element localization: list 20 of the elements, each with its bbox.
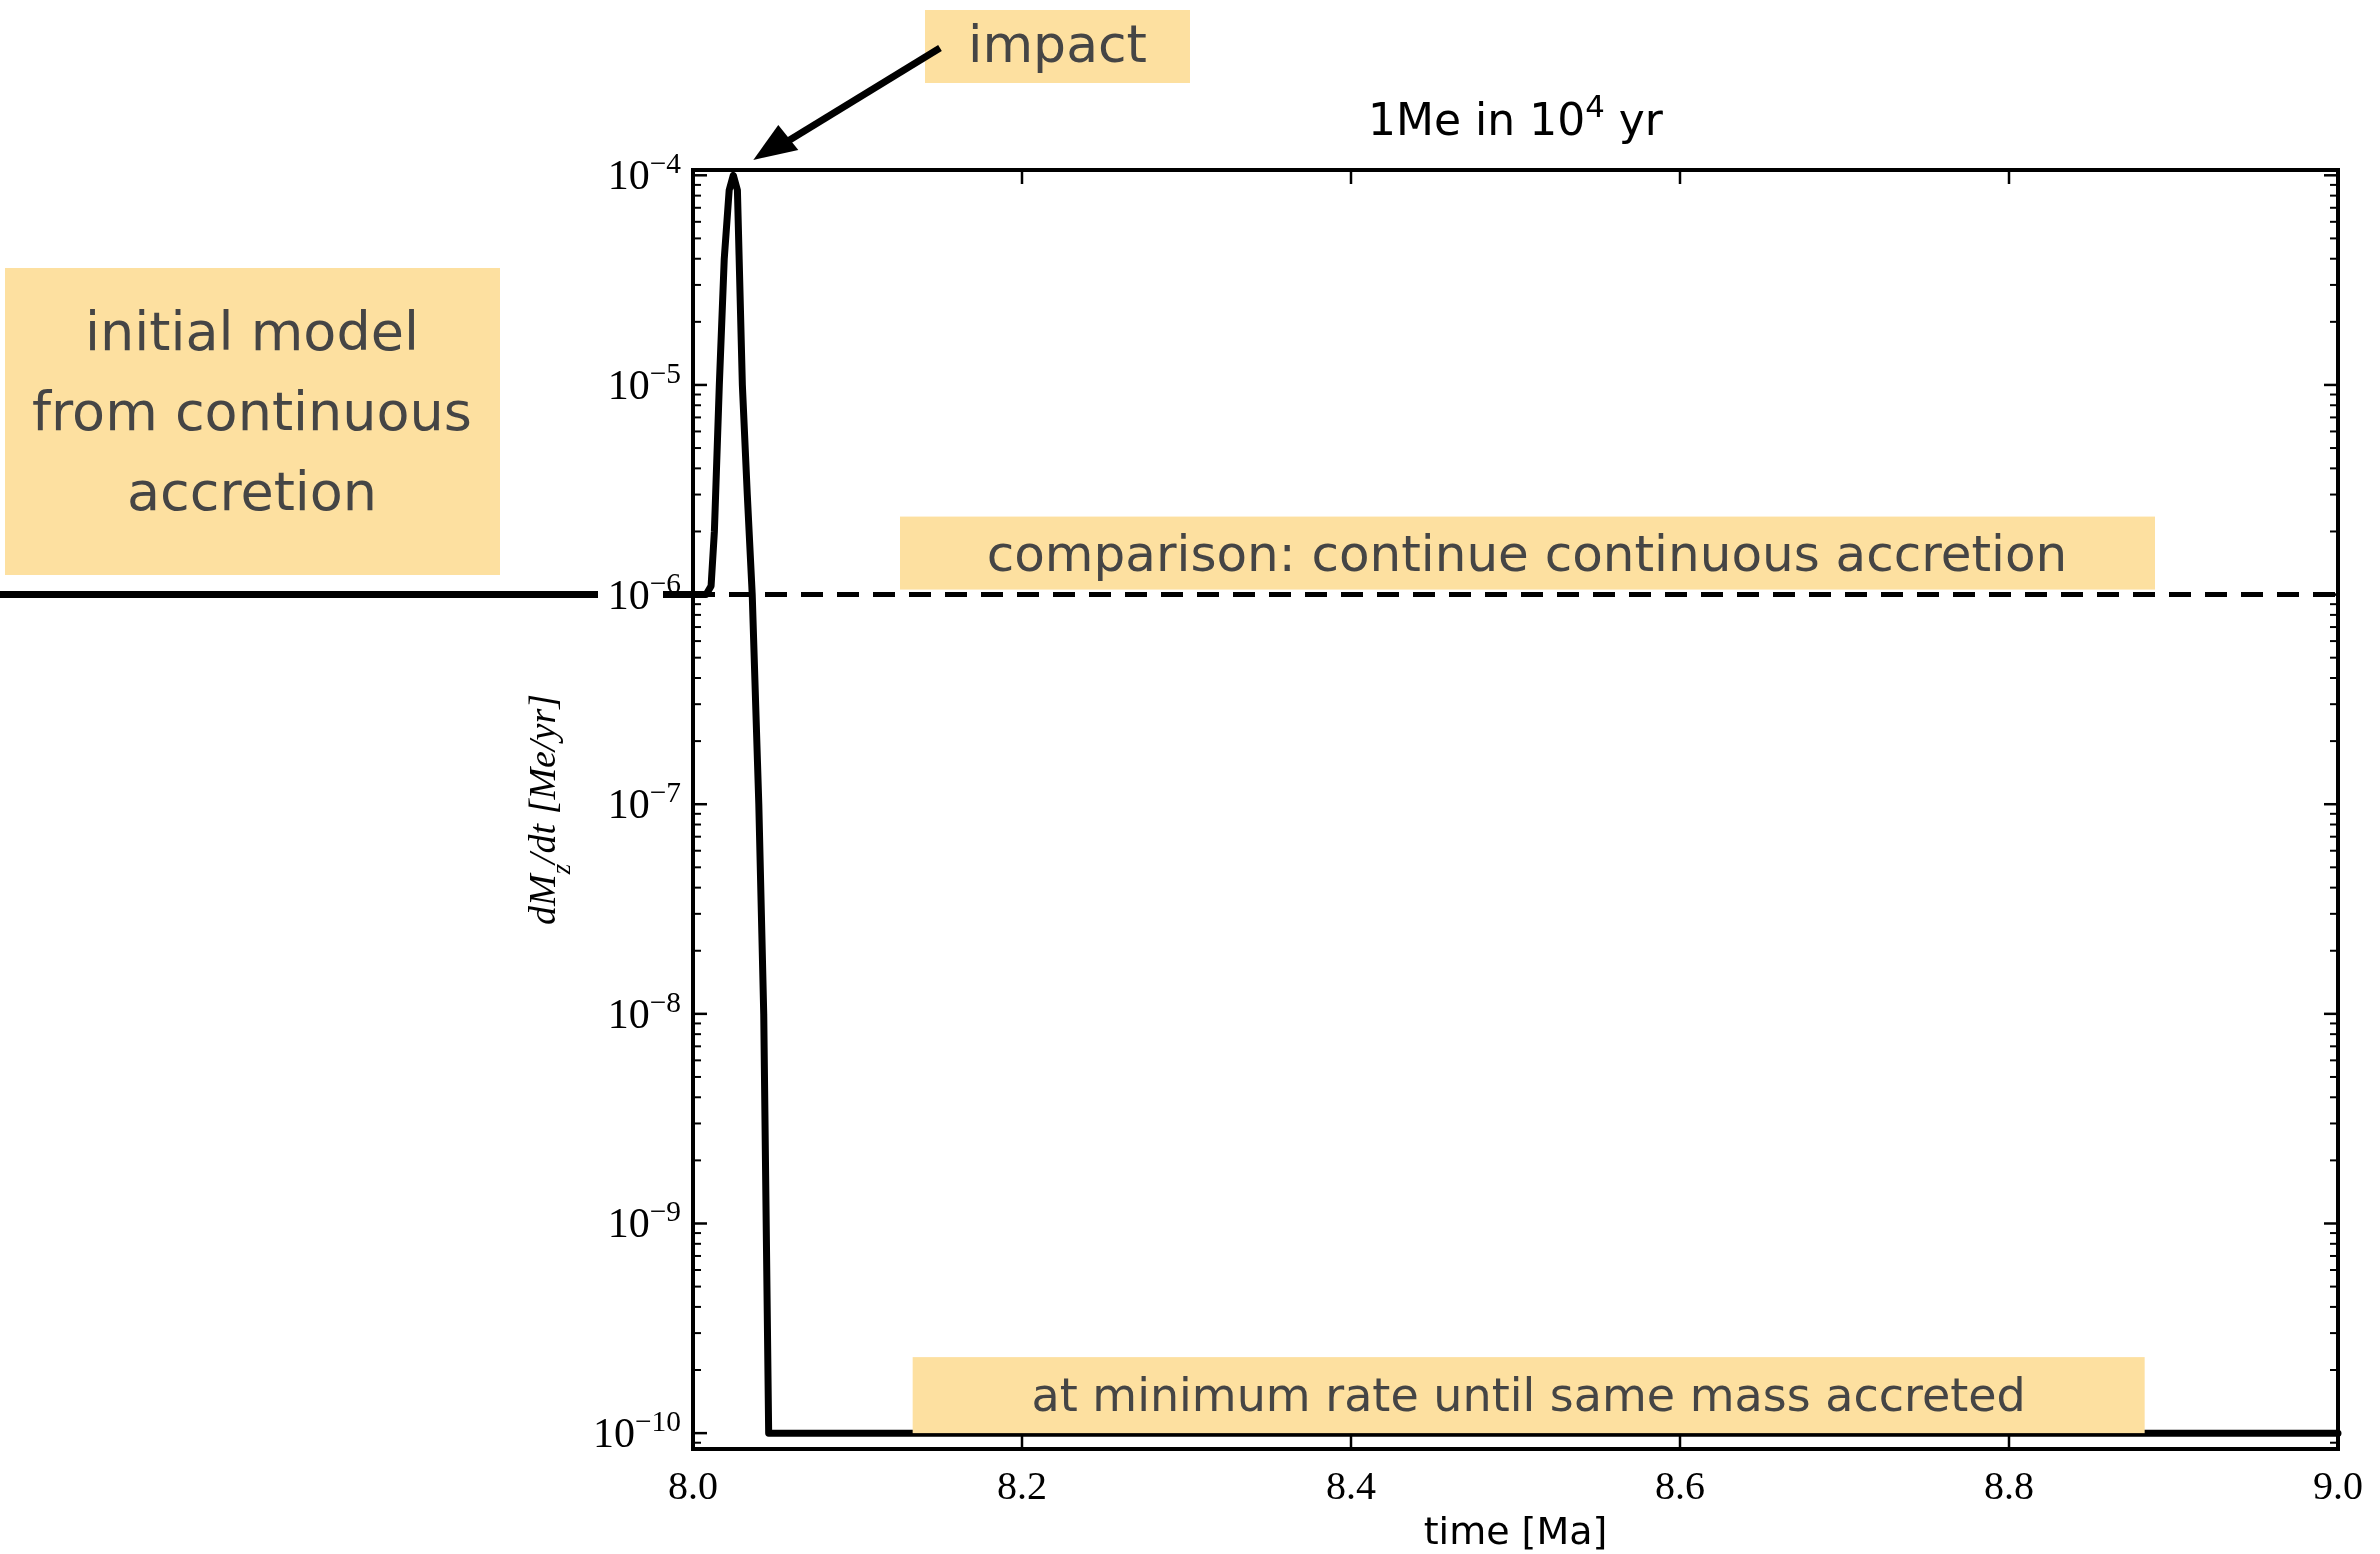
x-tick-label: 8.2 [997, 1463, 1047, 1508]
y-tick-label: 10$^{−8}$ [607, 985, 681, 1037]
y-tick-label: 10$^{−9}$ [607, 1195, 681, 1247]
ref-line-label: comparison: continue continuous accretion [986, 524, 2068, 583]
y-tick-label: 10$^{−5}$ [607, 356, 681, 408]
x-tick-label: 8.4 [1326, 1463, 1376, 1508]
x-tick-label: 8.0 [668, 1463, 718, 1508]
y-tick-label: 10$^{−4}$ [607, 147, 682, 199]
x-tick-label: 8.6 [1655, 1463, 1705, 1508]
y-tick-label: 10$^{−10}$ [593, 1405, 681, 1457]
y-tick-label: 10$^{−7}$ [607, 776, 681, 828]
chart-title: 1Me in 10$^{4}$ yr [1368, 88, 1664, 145]
label-box: initial model from continuous accretion [5, 268, 500, 575]
label-box: comparison: continue continuous accretion [900, 516, 2155, 590]
x-tick-label: 8.8 [1984, 1463, 2034, 1508]
label-box: impact [925, 10, 1190, 83]
x-axis-title: time [Ma] [1423, 1509, 1608, 1553]
annotation: at minimum rate until same mass accreted [1031, 1368, 2026, 1423]
x-tick-label: 9.0 [2313, 1463, 2363, 1508]
label-box: at minimum rate until same mass accreted [912, 1357, 2145, 1434]
